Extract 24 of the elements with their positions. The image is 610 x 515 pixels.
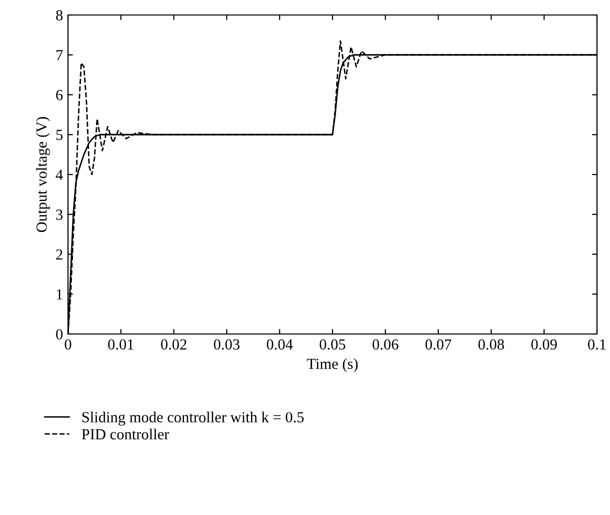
y-tick-label: 7: [56, 50, 63, 60]
legend-label: PID controller: [82, 428, 170, 440]
y-tick-label: 3: [56, 210, 63, 220]
y-tick-label: 6: [56, 90, 63, 100]
y-tick-label: 1: [56, 289, 62, 300]
y-tick-label: 4: [56, 170, 63, 180]
x-tick-label: 0.03: [214, 339, 240, 350]
x-tick-label: 0.01: [108, 339, 134, 350]
x-tick-label: 0.08: [478, 339, 504, 350]
x-tick-label: 0: [64, 339, 72, 350]
x-tick-label: 0.05: [320, 339, 346, 350]
x-tick-label: 0.06: [372, 339, 398, 350]
x-tick-label: 0.07: [426, 339, 452, 350]
y-tick-label: 0: [56, 329, 63, 340]
x-tick-label: 0.04: [266, 339, 293, 350]
x-axis-title: Time (s): [306, 358, 358, 372]
legend-label: Sliding mode controller with k = 0.5: [82, 412, 304, 426]
x-tick-label: 0.1: [588, 339, 606, 350]
y-tick-label: 2: [56, 249, 62, 260]
y-axis-title: Output voltage (V): [36, 117, 50, 232]
y-tick-label: 5: [56, 130, 63, 140]
x-tick-label: 0.02: [161, 339, 186, 350]
y-tick-label: 8: [56, 10, 63, 20]
x-tick-label: 0.09: [531, 339, 557, 350]
